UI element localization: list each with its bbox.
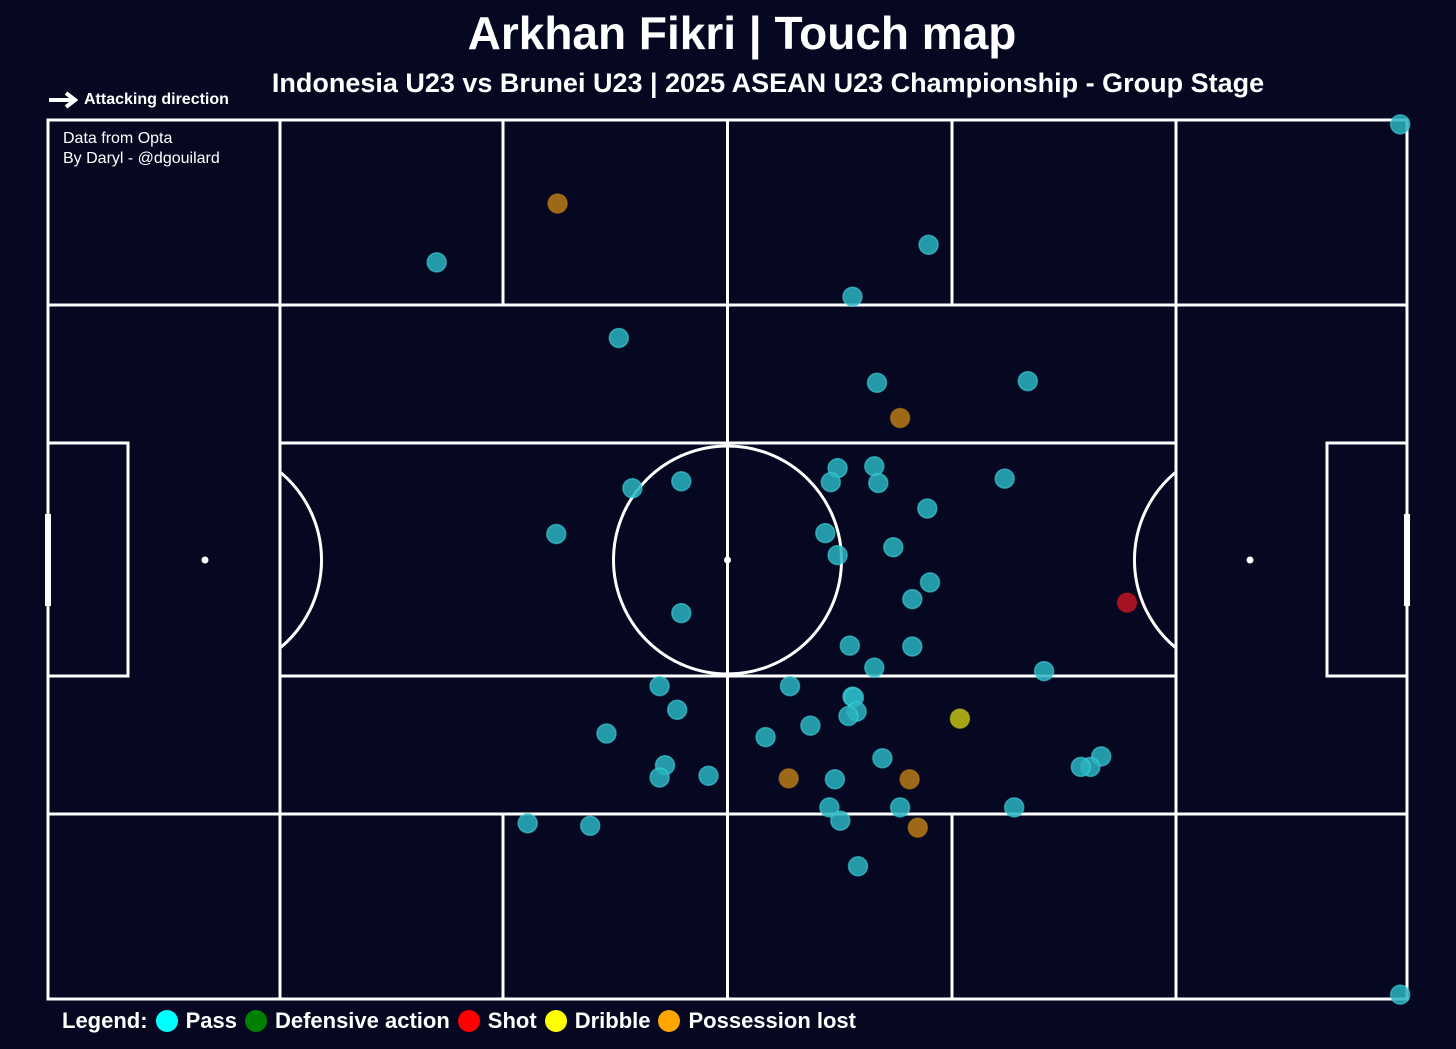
touch-point-pass bbox=[1070, 756, 1092, 778]
touch-point-pass bbox=[902, 588, 923, 610]
legend-text-shot: Shot bbox=[487, 1008, 537, 1033]
chart-title: Arkhan Fikri | Touch map bbox=[467, 7, 1017, 59]
legend-dot-pass bbox=[155, 1010, 178, 1032]
touch-point-pass bbox=[671, 471, 692, 492]
touch-point-pass bbox=[1017, 370, 1039, 392]
legend-text-dribble: Dribble bbox=[574, 1008, 651, 1033]
left-penalty-arc bbox=[279, 470, 323, 650]
touch-point-pass bbox=[838, 705, 859, 727]
touch-point-pass bbox=[649, 767, 670, 788]
right-six-yard-box bbox=[1325, 441, 1409, 678]
touch-point-pass bbox=[864, 657, 885, 678]
touch-point-pass bbox=[918, 234, 939, 256]
touch-point-pass bbox=[800, 715, 821, 736]
legend-text-possession-lost: Possession lost bbox=[688, 1008, 856, 1033]
touch-point-pass bbox=[830, 810, 851, 831]
touch-point-pass bbox=[517, 812, 538, 834]
touch-point-pass bbox=[579, 815, 601, 837]
touch-point-pass bbox=[866, 372, 888, 394]
left-penalty-spot bbox=[201, 556, 209, 564]
touch-point-possession-lost bbox=[547, 193, 568, 214]
attacking-direction: Attacking direction bbox=[48, 91, 229, 109]
touch-point-possession-lost bbox=[778, 768, 799, 789]
legend-dot-defensive-action bbox=[244, 1010, 267, 1032]
legend-text-defensive-action: Defensive action bbox=[274, 1008, 450, 1033]
touch-point-pass bbox=[819, 797, 840, 818]
touch-point-pass bbox=[902, 636, 923, 657]
touch-point-pass bbox=[889, 797, 911, 818]
touch-point-pass bbox=[815, 522, 836, 544]
touch-point-pass bbox=[820, 471, 842, 493]
legend-dot-possession-lost bbox=[658, 1010, 681, 1032]
touch-point-pass bbox=[919, 572, 941, 593]
touch-point-pass bbox=[839, 635, 861, 656]
touch-point-pass bbox=[546, 523, 567, 545]
touch-point-pass bbox=[671, 602, 692, 624]
touch-point-pass bbox=[994, 468, 1015, 489]
touch-point-pass bbox=[608, 327, 630, 349]
touch-point-pass bbox=[755, 726, 776, 748]
legend-dot-shot bbox=[457, 1010, 480, 1032]
legend-dot-dribble bbox=[544, 1010, 567, 1032]
touch-point-pass bbox=[827, 544, 848, 566]
touch-point-possession-lost bbox=[889, 407, 911, 429]
legend-item-shot: Shot bbox=[457, 1008, 537, 1034]
credit-data-source: Data from Opta bbox=[63, 130, 173, 147]
touch-point-shot bbox=[1116, 592, 1138, 613]
touch-point-pass bbox=[868, 472, 889, 494]
legend-label: Legend: bbox=[62, 1008, 148, 1033]
credits: Data from Opta By Daryl - @dgouilard bbox=[63, 129, 220, 169]
credit-author: By Daryl - @dgouilard bbox=[63, 150, 220, 167]
touch-point-pass bbox=[824, 769, 846, 790]
attacking-direction-label: Attacking direction bbox=[84, 91, 229, 108]
right-goal bbox=[1404, 514, 1410, 606]
touch-point-pass bbox=[1389, 984, 1411, 1005]
touch-point-pass bbox=[847, 856, 869, 877]
touch-point-pass bbox=[872, 747, 893, 769]
right-penalty-arc bbox=[1133, 470, 1177, 650]
touch-point-pass bbox=[666, 699, 688, 721]
legend-text-pass: Pass bbox=[185, 1008, 237, 1033]
touch-point-pass bbox=[864, 456, 885, 477]
right-penalty-spot bbox=[1246, 556, 1254, 564]
touch-point-possession-lost bbox=[907, 817, 929, 838]
touch-point-dribble bbox=[949, 708, 971, 729]
legend-item-pass: Pass bbox=[155, 1008, 237, 1034]
legend: Legend: Pass Defensive action Shot Dribb… bbox=[62, 1008, 856, 1034]
centre-spot bbox=[724, 556, 731, 564]
legend-item-possession-lost: Possession lost bbox=[658, 1008, 856, 1034]
legend-item-dribble: Dribble bbox=[544, 1008, 651, 1034]
touch-point-pass bbox=[1003, 797, 1025, 818]
touch-point-pass bbox=[1389, 114, 1411, 135]
touch-point-pass bbox=[779, 675, 801, 697]
left-goal bbox=[45, 514, 51, 606]
touch-point-pass bbox=[649, 675, 670, 697]
legend-item-defensive-action: Defensive action bbox=[244, 1008, 450, 1034]
touch-point-pass bbox=[698, 765, 719, 786]
touch-point-pass bbox=[842, 286, 863, 307]
touch-point-pass bbox=[426, 252, 447, 273]
chart-subtitle: Indonesia U23 vs Brunei U23 | 2025 ASEAN… bbox=[271, 68, 1265, 98]
touch-point-possession-lost bbox=[899, 769, 920, 790]
touch-point-pass bbox=[1033, 660, 1055, 682]
touch-point-pass bbox=[917, 498, 938, 519]
left-six-yard-box bbox=[46, 441, 130, 678]
touch-point-pass bbox=[622, 478, 643, 499]
touch-point-pass bbox=[596, 723, 617, 744]
touch-point-pass bbox=[883, 536, 904, 558]
arrow-right-icon bbox=[49, 91, 78, 109]
